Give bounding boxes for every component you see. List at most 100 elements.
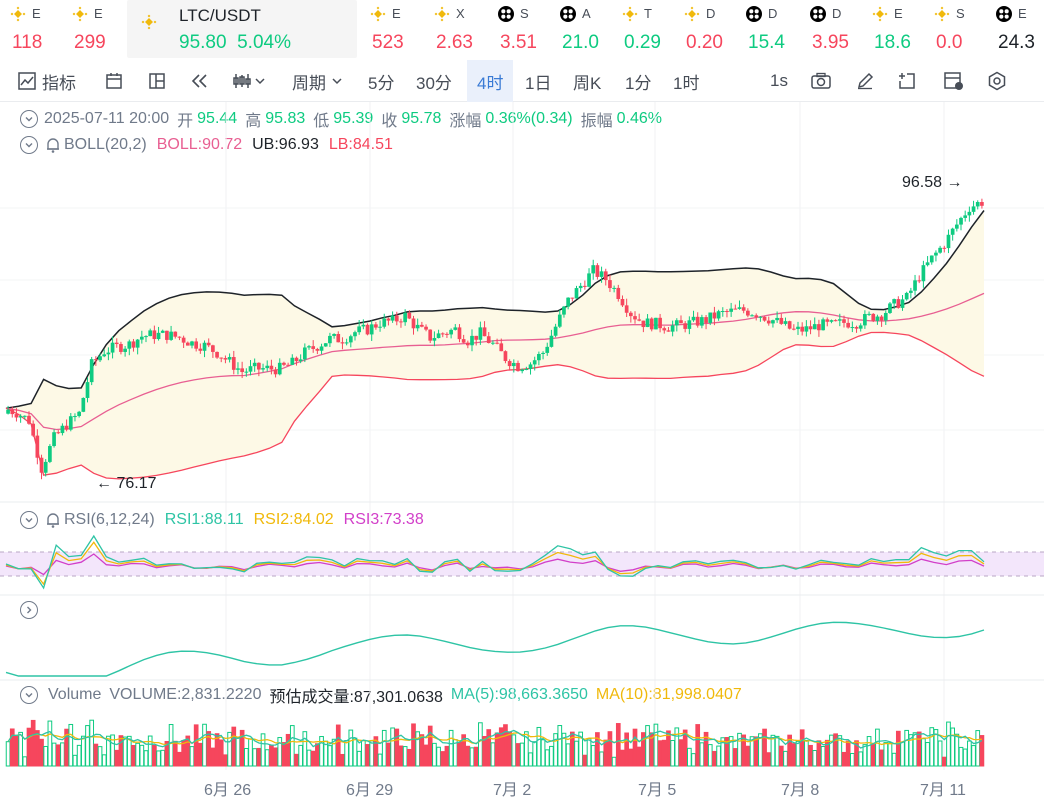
volume-bar	[557, 725, 563, 767]
candle	[206, 338, 211, 348]
ticker-item[interactable]: E 523	[360, 0, 420, 60]
candle	[110, 336, 115, 359]
ticker-item[interactable]: D 15.4	[736, 0, 796, 60]
calendar-icon[interactable]	[105, 60, 123, 102]
candle	[741, 304, 746, 314]
candle	[524, 366, 529, 371]
volume-bar	[344, 740, 349, 767]
candle	[645, 314, 650, 328]
layout-icon[interactable]	[148, 60, 166, 102]
ohlc-date: 2025-07-11 20:00	[44, 110, 170, 127]
volume-value: VOLUME:2,831.2220	[109, 686, 262, 703]
ticker-item[interactable]: D 3.95	[800, 0, 860, 60]
candle-type-icon[interactable]	[232, 60, 266, 102]
candle	[139, 330, 144, 344]
x-axis-label: 6月 29	[346, 782, 394, 798]
chevron-down-icon	[332, 78, 342, 85]
volume-bar	[348, 729, 354, 767]
interval-1s[interactable]: 1s	[770, 71, 788, 90]
interval-30m[interactable]: 30分	[416, 73, 452, 93]
add-panel-icon[interactable]	[897, 60, 917, 102]
ticker-active-ltcusdt[interactable]: LTC/USDT 95.80 5.04%	[127, 0, 357, 58]
ticker-item[interactable]: E 299	[62, 0, 122, 60]
candle	[374, 321, 378, 330]
ticker-item[interactable]: D 0.20	[674, 0, 734, 60]
bell-icon[interactable]	[44, 136, 62, 154]
volume-bar	[528, 752, 533, 767]
candle	[553, 323, 558, 338]
collapse-chevron-icon[interactable]	[20, 110, 38, 128]
volume-bar	[131, 744, 136, 767]
candle	[679, 315, 683, 324]
ticker-item[interactable]: S 0.0	[924, 0, 984, 60]
collapse-chevron-icon[interactable]	[20, 511, 38, 529]
ticker-item[interactable]: S 3.51	[488, 0, 548, 60]
draw-icon[interactable]	[856, 60, 874, 102]
interval-4h[interactable]: 4时	[467, 60, 514, 102]
volume-bar	[916, 731, 922, 767]
candle	[528, 362, 533, 375]
candle	[219, 357, 224, 363]
ticker-price: 18.6	[874, 32, 911, 53]
volume-bar	[264, 749, 270, 767]
ticker-symbol: E	[32, 6, 41, 21]
ticker-item[interactable]: E 18.6	[862, 0, 922, 60]
settings-icon[interactable]	[987, 60, 1007, 102]
candle	[227, 353, 232, 363]
volume-bar	[929, 727, 935, 767]
indicators-button[interactable]: 指标	[18, 60, 76, 102]
collapse-chevron-icon[interactable]	[20, 136, 38, 154]
template-icon[interactable]	[943, 60, 965, 102]
candle	[846, 317, 851, 329]
volume-bar	[448, 729, 454, 767]
candle	[537, 351, 541, 366]
candle	[850, 321, 855, 333]
candle	[382, 313, 387, 329]
interval-1h[interactable]: 1时	[673, 73, 700, 93]
candle	[637, 313, 642, 322]
rsi-name: RSI(6,12,24)	[64, 511, 155, 528]
ticker-item[interactable]: E 118	[0, 0, 60, 60]
volume-bar	[335, 724, 341, 767]
ticker-item[interactable]: T 0.29	[612, 0, 672, 60]
interval-1d[interactable]: 1日	[525, 73, 552, 93]
volume-bar	[419, 734, 425, 767]
candle	[211, 344, 215, 358]
ticker-item[interactable]: E 24.3	[986, 0, 1044, 60]
camera-icon[interactable]	[810, 60, 832, 102]
candle	[85, 377, 90, 403]
volume-bar	[716, 745, 721, 767]
volume-bar	[925, 742, 930, 767]
candle	[290, 354, 295, 366]
volume-ma5: MA(5):98,663.3650	[450, 686, 588, 703]
volume-bar	[210, 747, 216, 767]
bell-icon[interactable]	[44, 511, 62, 529]
candle	[603, 268, 608, 286]
collapse-chevron-icon[interactable]	[20, 686, 38, 704]
ticker-item[interactable]: X 2.63	[424, 0, 484, 60]
candle	[319, 343, 324, 355]
candle	[35, 429, 40, 465]
chevron-right-icon[interactable]	[20, 601, 38, 619]
interval-week[interactable]: 周K	[573, 73, 602, 93]
volume-bar	[745, 745, 751, 767]
volume-bar	[624, 732, 629, 767]
period-dropdown[interactable]: 周期	[292, 60, 344, 102]
volume-bar	[770, 734, 776, 767]
volume-bar	[394, 728, 400, 767]
interval-5m[interactable]: 5分	[368, 73, 395, 93]
boll-band-fill	[6, 210, 984, 479]
candle	[783, 317, 788, 326]
ticker-symbol: X	[456, 6, 465, 21]
candle	[758, 316, 763, 322]
bnb-icon	[72, 6, 88, 22]
candle	[102, 349, 107, 358]
rewind-icon[interactable]	[190, 60, 210, 102]
candle	[420, 321, 424, 328]
ticker-item[interactable]: A 21.0	[550, 0, 610, 60]
interval-1m[interactable]: 1分	[625, 73, 652, 93]
candle	[812, 317, 817, 330]
candle	[975, 200, 980, 210]
candle	[39, 454, 44, 480]
